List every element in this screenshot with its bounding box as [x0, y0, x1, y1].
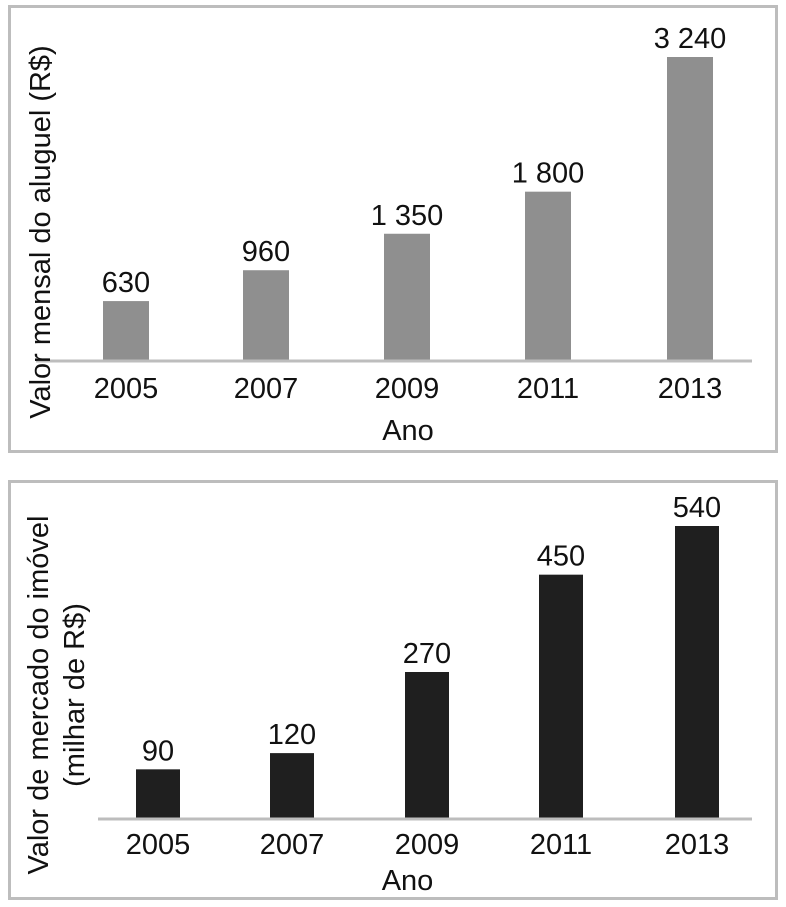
- market-value-x-tick-2005: 2005: [126, 829, 191, 861]
- rent-data-label-2007: 960: [242, 236, 290, 268]
- market-value-x-axis-title: Ano: [382, 865, 434, 897]
- rent-y-axis-title: Valor mensal do aluguel (R$): [25, 45, 57, 418]
- rent-x-tick-2009: 2009: [375, 373, 440, 405]
- rent-data-label-2013: 3 240: [654, 23, 727, 55]
- market-value-x-tick-2011: 2011: [530, 829, 592, 861]
- rent-bar-2011: [525, 191, 571, 360]
- rent-bar-2013: [667, 57, 713, 360]
- market-value-data-label-2009: 270: [403, 638, 451, 670]
- rent-data-label-2009: 1 350: [371, 200, 444, 232]
- market-value-data-label-2013: 540: [673, 492, 721, 524]
- market-value-data-label-2007: 120: [268, 719, 316, 751]
- market-value-data-label-2011: 450: [537, 541, 585, 573]
- market-value-data-label-2005: 90: [142, 735, 174, 767]
- market-value-bar-2013: [675, 526, 719, 818]
- rent-bar-2009: [384, 233, 430, 360]
- rent-x-tick-2013: 2013: [658, 373, 723, 405]
- market-value-bar-2007: [270, 753, 314, 818]
- market-value-bar-2005: [136, 769, 180, 818]
- rent-x-tick-2011: 2011: [517, 373, 579, 405]
- rent-x-tick-2005: 2005: [94, 373, 159, 405]
- market-value-bar-2009: [405, 672, 449, 818]
- market-value-chart-panel: [8, 480, 778, 900]
- rent-x-tick-2007: 2007: [234, 373, 299, 405]
- market-value-y-axis-title: Valor de mercado do imóvel: [23, 516, 55, 875]
- rent-chart-panel: [8, 5, 778, 453]
- rent-bar-2007: [243, 270, 289, 360]
- rent-x-axis-title: Ano: [382, 415, 434, 447]
- market-value-x-tick-2009: 2009: [395, 829, 460, 861]
- market-value-bar-2011: [539, 574, 583, 818]
- rent-data-label-2005: 630: [102, 267, 150, 299]
- rent-data-label-2011: 1 800: [512, 158, 585, 190]
- market-value-y-axis-title-line-2: (milhar de R$): [59, 603, 91, 787]
- market-value-x-tick-2007: 2007: [260, 829, 325, 861]
- rent-bar-2005: [103, 301, 149, 360]
- market-value-x-tick-2013: 2013: [665, 829, 730, 861]
